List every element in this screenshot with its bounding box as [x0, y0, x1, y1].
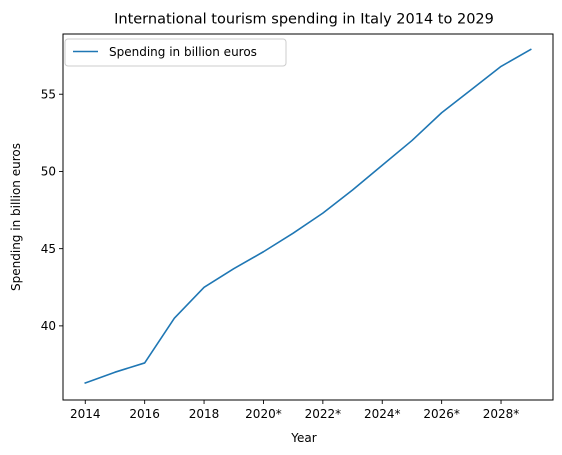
x-tick-label: 2014: [70, 407, 101, 421]
y-tick-label: 40: [41, 319, 56, 333]
x-axis: 2014 2016 2018 2020* 2022* 2024* 2026* 2028*: [70, 400, 519, 421]
x-axis-label: Year: [290, 431, 316, 445]
chart-title: International tourism spending in Italy …: [114, 12, 494, 28]
x-tick-label: 2028*: [483, 407, 520, 421]
legend-label: Spending in billion euros: [109, 45, 257, 59]
x-tick-label: 2016: [129, 407, 160, 421]
plot-area: [63, 34, 553, 400]
y-tick-label: 50: [41, 165, 56, 179]
x-tick-label: 2026*: [423, 407, 460, 421]
y-axis-label: Spending in billion euros: [9, 143, 23, 291]
x-tick-label: 2022*: [305, 407, 342, 421]
x-tick-label: 2020*: [245, 407, 282, 421]
y-tick-label: 45: [41, 242, 56, 256]
x-tick-label: 2024*: [364, 407, 401, 421]
x-tick-label: 2018: [189, 407, 220, 421]
y-tick-label: 55: [41, 88, 56, 102]
y-axis: 40 45 50 55: [41, 88, 63, 334]
legend: Spending in billion euros: [65, 39, 286, 66]
